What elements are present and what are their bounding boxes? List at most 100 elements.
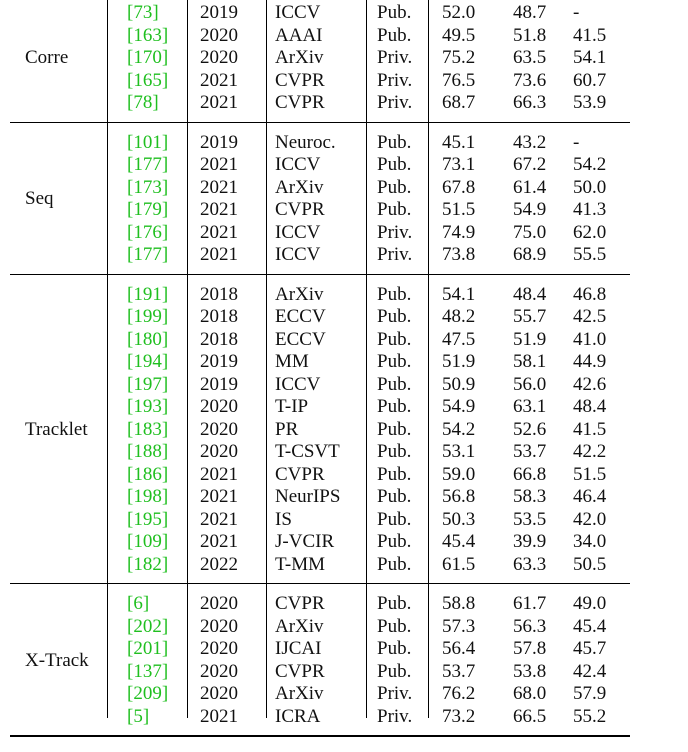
- year: 2021: [200, 199, 238, 220]
- year: 2021: [200, 92, 238, 113]
- score-1: 54.1: [442, 283, 476, 305]
- data: Pub.: [377, 154, 412, 175]
- score-2: 39.9: [513, 531, 547, 552]
- score-1: 53.7: [442, 660, 476, 682]
- venue: Neuroc.: [275, 131, 336, 153]
- data: Pub.: [377, 328, 412, 350]
- score-3: 62.0: [573, 221, 607, 243]
- venue: PR: [275, 418, 299, 440]
- score-3: 46.4: [573, 486, 607, 507]
- reference: [195]: [127, 508, 169, 530]
- score-1: 75.2: [442, 47, 476, 68]
- venue: ICCV: [275, 244, 321, 265]
- data: Pub.: [377, 660, 412, 682]
- reference: [182]: [127, 553, 169, 575]
- score-1: 54.9: [442, 396, 476, 417]
- venue: ICRA: [275, 705, 321, 727]
- score-3: 46.8: [573, 283, 607, 305]
- score-2: 68.9: [513, 244, 547, 265]
- score-1: 68.7: [442, 92, 476, 113]
- venue: ICCV: [275, 221, 321, 243]
- score-3: 45.7: [573, 638, 607, 659]
- year: 2020: [200, 24, 238, 46]
- venue: ArXiv: [275, 615, 324, 637]
- year: 2021: [200, 463, 238, 485]
- score-2: 61.4: [513, 176, 547, 198]
- score-3: 41.5: [573, 418, 607, 440]
- score-2: 58.3: [513, 486, 547, 507]
- score-2: 55.7: [513, 306, 547, 327]
- score-3: 49.0: [573, 593, 607, 614]
- score-1: 51.5: [442, 199, 476, 220]
- reference: [180]: [127, 328, 169, 350]
- group-rule: [10, 273, 630, 275]
- data: Priv.: [377, 683, 413, 704]
- column-rule: [366, 0, 367, 718]
- score-2: 48.4: [513, 283, 547, 305]
- reference: [188]: [127, 441, 169, 462]
- score-2: 61.7: [513, 593, 547, 614]
- year: 2021: [200, 176, 238, 198]
- year: 2019: [200, 2, 238, 23]
- venue: CVPR: [275, 199, 325, 220]
- reference: [176]: [127, 221, 169, 243]
- year: 2021: [200, 221, 238, 243]
- reference: [78]: [127, 92, 159, 113]
- score-3: 45.4: [573, 615, 607, 637]
- group-name: Tracklet: [25, 418, 88, 440]
- score-3: 42.2: [573, 441, 607, 462]
- venue: ICCV: [275, 2, 321, 23]
- venue: ICCV: [275, 154, 321, 175]
- column-rule: [187, 0, 188, 718]
- score-1: 73.8: [442, 244, 476, 265]
- data: Pub.: [377, 283, 412, 305]
- year: 2018: [200, 283, 238, 305]
- score-1: 59.0: [442, 463, 476, 485]
- venue: NeurIPS: [275, 486, 341, 507]
- data: Pub.: [377, 638, 412, 659]
- score-2: 73.6: [513, 69, 547, 91]
- score-2: 66.8: [513, 463, 547, 485]
- score-3: 41.3: [573, 199, 607, 220]
- year: 2018: [200, 306, 238, 327]
- data: Priv.: [377, 69, 413, 91]
- venue: T-CSVT: [275, 441, 340, 462]
- venue: ArXiv: [275, 47, 324, 68]
- score-3: 44.9: [573, 351, 607, 372]
- year: 2020: [200, 441, 238, 462]
- score-1: 73.1: [442, 154, 476, 175]
- score-2: 75.0: [513, 221, 547, 243]
- score-2: 67.2: [513, 154, 547, 175]
- column-rule: [266, 0, 267, 718]
- venue: ECCV: [275, 328, 326, 350]
- reference: [177]: [127, 154, 169, 175]
- data: Priv.: [377, 221, 413, 243]
- data: Pub.: [377, 306, 412, 327]
- reference: [137]: [127, 660, 169, 682]
- venue: CVPR: [275, 593, 325, 614]
- reference: [202]: [127, 615, 169, 637]
- data: Pub.: [377, 24, 412, 46]
- reference: [101]: [127, 131, 169, 153]
- reference: [183]: [127, 418, 169, 440]
- score-1: 56.8: [442, 486, 476, 507]
- score-3: 55.2: [573, 705, 607, 727]
- data: Pub.: [377, 441, 412, 462]
- venue: ICCV: [275, 373, 321, 395]
- score-3: 51.5: [573, 463, 607, 485]
- score-2: 52.6: [513, 418, 547, 440]
- score-2: 48.7: [513, 2, 547, 23]
- reference: [165]: [127, 69, 169, 91]
- year: 2021: [200, 705, 238, 727]
- data: Pub.: [377, 396, 412, 417]
- year: 2019: [200, 351, 238, 372]
- reference: [179]: [127, 199, 169, 220]
- group-name: X-Track: [25, 649, 89, 671]
- data: Pub.: [377, 486, 412, 507]
- reference: [198]: [127, 486, 169, 507]
- score-2: 63.1: [513, 396, 547, 417]
- reference: [194]: [127, 351, 169, 372]
- year: 2020: [200, 593, 238, 614]
- year: 2021: [200, 154, 238, 175]
